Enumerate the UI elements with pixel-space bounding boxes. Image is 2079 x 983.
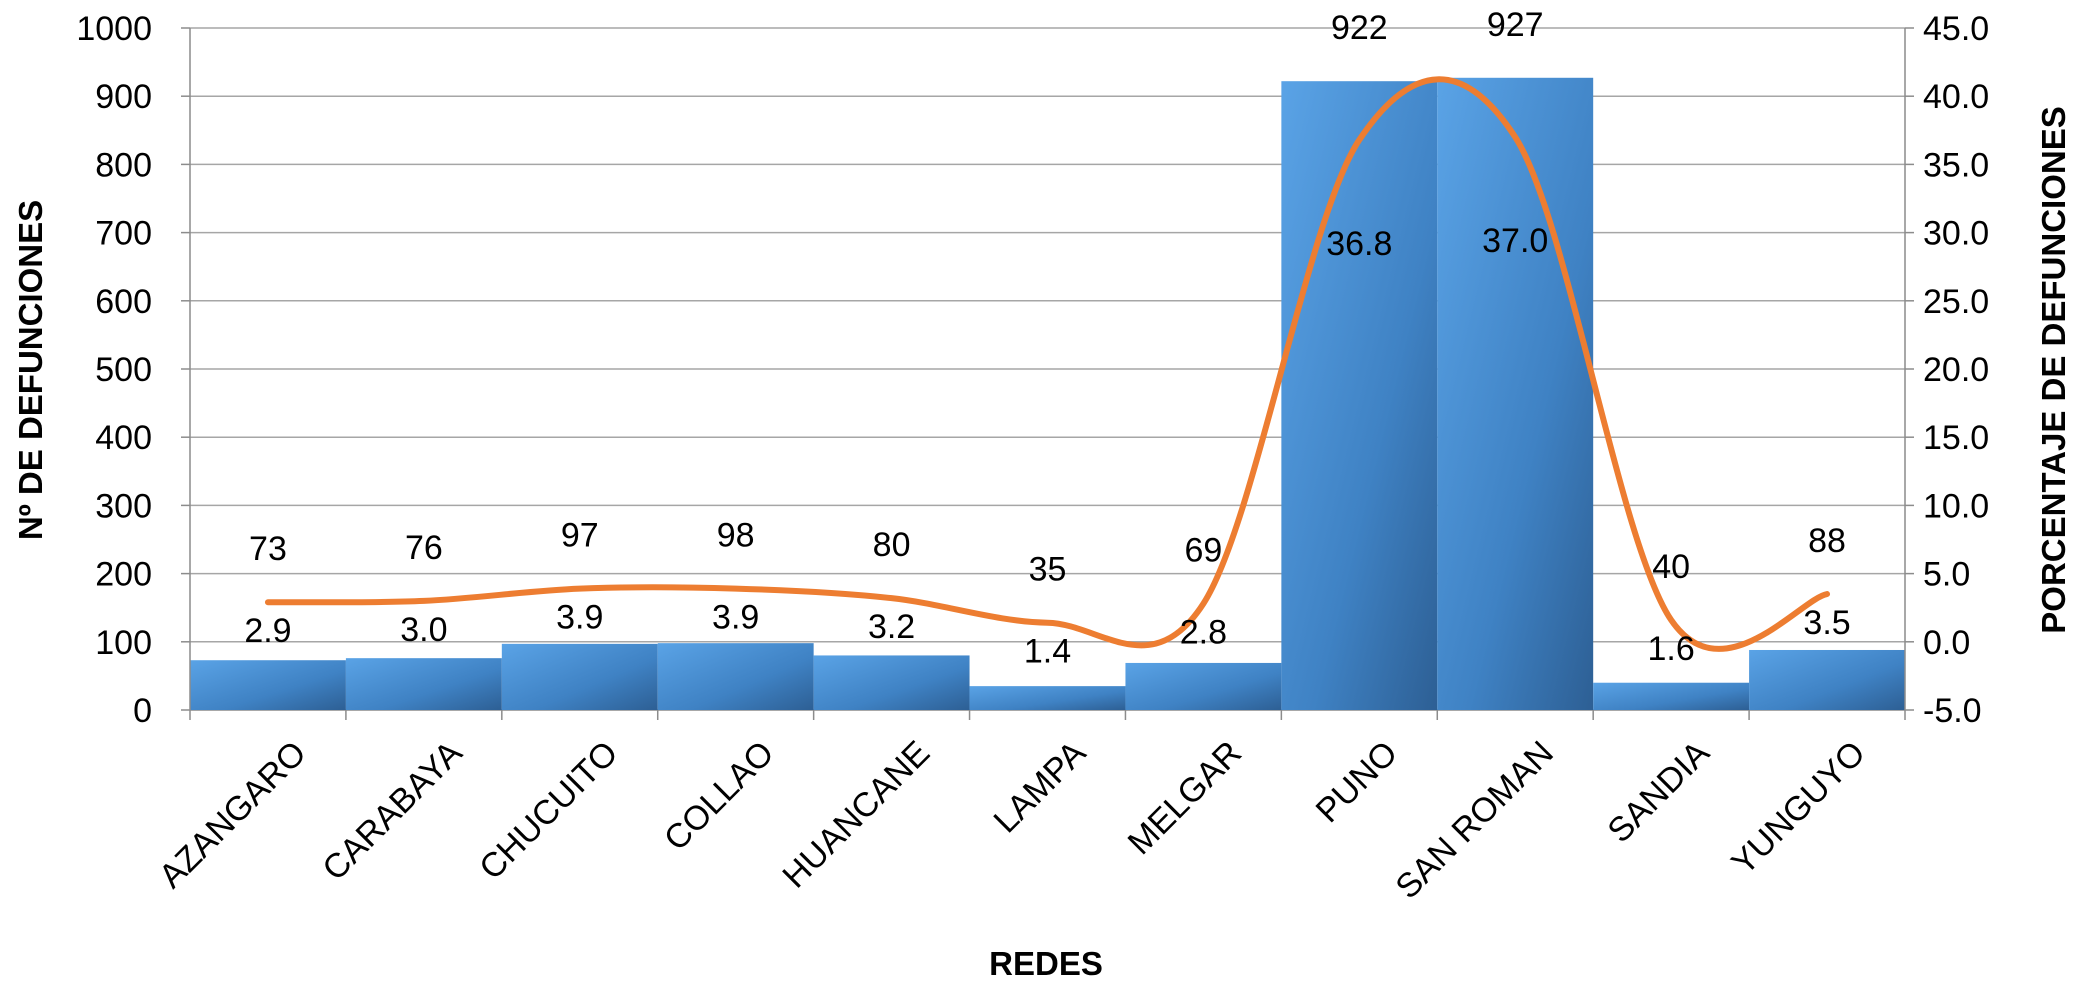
line-value-label: 1.4 <box>1024 633 1071 671</box>
y2-tick-label: -5.0 <box>1923 692 1982 730</box>
y-tick-label: 100 <box>95 624 152 662</box>
y-tick-label: 900 <box>95 78 152 116</box>
x-category-label: CHUCUITO <box>472 734 625 887</box>
x-category-label: CARABAYA <box>315 734 469 888</box>
x-category-label: MELGAR <box>1121 734 1249 862</box>
x-category-label: SANDIA <box>1600 734 1717 851</box>
gridlines <box>190 27 1905 711</box>
line-value-label: 3.2 <box>868 608 915 646</box>
bar <box>1437 77 1594 710</box>
bar <box>657 643 814 710</box>
x-category-label: LAMPA <box>987 734 1094 841</box>
y2-tick-label: 5.0 <box>1923 556 1970 594</box>
axes <box>181 27 1914 720</box>
y-tick-label: 600 <box>95 283 152 321</box>
bar-value-label: 88 <box>1808 522 1846 560</box>
y2-tick-label: 30.0 <box>1923 215 1989 253</box>
bar <box>345 658 502 710</box>
bar-value-label: 76 <box>405 529 443 567</box>
y2-tick-label: 20.0 <box>1923 351 1989 389</box>
x-category-label: AZANGARO <box>152 734 314 896</box>
y-tick-label: 1000 <box>76 10 152 48</box>
line-value-label: 2.9 <box>244 612 291 650</box>
bar <box>1749 649 1905 710</box>
bar-series <box>190 77 1905 711</box>
y-tick-label: 500 <box>95 351 152 389</box>
y-tick-label: 0 <box>133 692 152 730</box>
y-tick-label: 700 <box>95 215 152 253</box>
line-value-label: 2.8 <box>1180 614 1227 652</box>
bar-value-label: 922 <box>1331 9 1388 47</box>
y2-tick-label: 45.0 <box>1923 10 1989 48</box>
bar-value-label: 97 <box>561 517 599 555</box>
y2-tick-label: 0.0 <box>1923 624 1970 662</box>
y-tick-label: 400 <box>95 419 152 457</box>
line-value-label: 3.9 <box>556 599 603 637</box>
line-value-label: 37.0 <box>1482 222 1548 260</box>
line-value-label: 3.0 <box>400 611 447 649</box>
x-category-label: SAN ROMAN <box>1388 734 1560 906</box>
percentage-line <box>264 76 1831 652</box>
bar <box>1281 81 1438 711</box>
bar <box>501 643 658 710</box>
line-series <box>264 76 1831 652</box>
bar-value-label: 40 <box>1652 548 1690 586</box>
tick-labels: 0 100 200 300 400 500 600 700 800 900 1000 -5.0 0.0 5… <box>76 10 1989 906</box>
bar-value-label: 73 <box>249 530 287 568</box>
y-tick-label: 800 <box>95 146 152 184</box>
y2-tick-label: 15.0 <box>1923 419 1989 457</box>
bar-value-label: 927 <box>1487 6 1544 44</box>
y2-tick-label: 25.0 <box>1923 283 1989 321</box>
bar-value-label: 98 <box>717 517 755 555</box>
y-axis-title: Nº DE DEFUNCIONES <box>12 200 49 540</box>
x-category-label: HUANCANE <box>775 734 937 896</box>
line-value-label: 3.5 <box>1803 604 1850 642</box>
y2-axis-title: PORCENTAJE DE DEFUNCIONES <box>2035 106 2072 633</box>
y-tick-label: 300 <box>95 487 152 525</box>
x-axis-title: REDES <box>989 945 1103 982</box>
bar <box>1593 682 1750 710</box>
y-tick-label: 200 <box>95 556 152 594</box>
y2-tick-label: 35.0 <box>1923 146 1989 184</box>
line-value-label: 3.9 <box>712 599 759 637</box>
data-labels: 73 76 97 98 80 35 69 922 927 40 88 2.9 3.0 3.9 3.9 3.2 1… <box>244 6 1850 671</box>
bar-value-label: 69 <box>1184 532 1222 570</box>
x-category-label: COLLAO <box>657 734 781 858</box>
bar <box>1125 662 1282 710</box>
bar <box>969 686 1126 710</box>
bar-value-label: 80 <box>873 526 911 564</box>
x-category-label: PUNO <box>1309 734 1405 830</box>
bar-value-label: 35 <box>1029 551 1067 589</box>
y2-tick-label: 40.0 <box>1923 78 1989 116</box>
y2-tick-label: 10.0 <box>1923 487 1989 525</box>
bar <box>813 655 970 710</box>
line-value-label: 1.6 <box>1648 630 1695 668</box>
x-category-label: YUNGUYO <box>1724 734 1872 882</box>
line-value-label: 36.8 <box>1326 225 1392 263</box>
bar <box>190 660 346 710</box>
